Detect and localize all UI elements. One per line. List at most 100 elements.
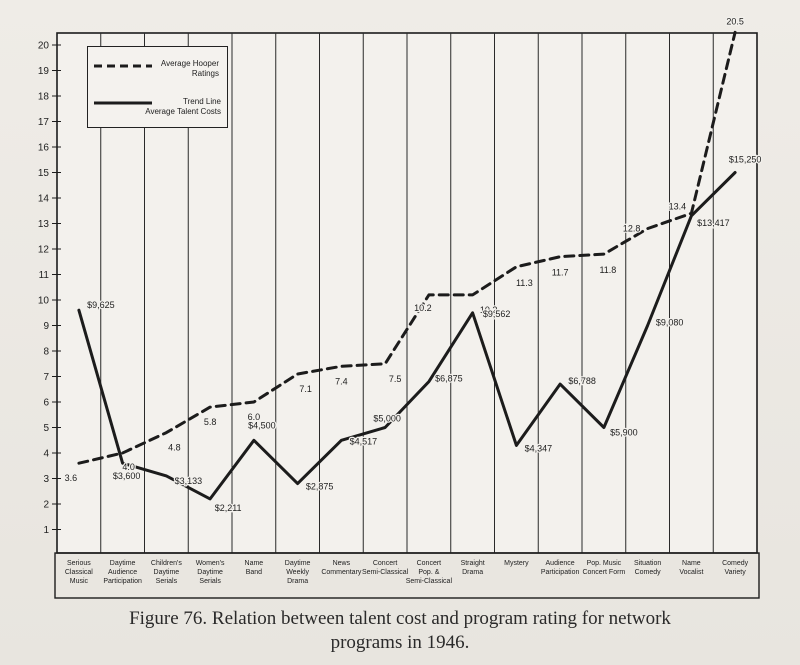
y-tick-label: 10 <box>38 296 50 307</box>
hooper-data-label: 10.2 <box>414 303 432 313</box>
y-tick-label: 20 <box>38 41 50 52</box>
category-label-line: Pop. & <box>418 569 439 576</box>
legend-hooper-label: Average Hooper Ratings <box>139 59 219 79</box>
talent-cost-line <box>77 171 737 501</box>
category-label-line: Concert <box>373 560 398 567</box>
category-strip <box>54 552 760 599</box>
category-label-line: Participation <box>103 578 142 585</box>
figure-caption-line1: Figure 76. Relation between talent cost … <box>129 608 671 629</box>
category-label-line: Weekly <box>286 569 309 576</box>
category-label-line: Variety <box>724 569 746 576</box>
talent-data-label: $15,250 <box>729 155 762 165</box>
category-label-line: Drama <box>287 578 308 585</box>
talent-data-label: $2,211 <box>215 503 242 513</box>
y-tick-label: 17 <box>38 117 50 128</box>
legend-solid-swatch <box>94 101 152 105</box>
talent-data-label: $9,080 <box>656 318 684 328</box>
y-tick-label: 12 <box>38 245 50 256</box>
category-label-line: Straight <box>461 560 485 567</box>
category-label-line: Name <box>245 560 264 567</box>
category-label-line: Serials <box>199 578 221 585</box>
category-label-line: Daytime <box>154 569 180 576</box>
talent-data-label: $9,625 <box>87 300 115 310</box>
talent-data-label: $6,875 <box>435 374 463 384</box>
category-label-line: Comedy <box>635 569 662 576</box>
hooper-data-label: 3.6 <box>65 473 78 483</box>
category-label-line: Serious <box>67 560 91 567</box>
y-tick-label: 3 <box>43 474 49 485</box>
talent-data-label: $9,562 <box>483 309 511 319</box>
y-tick-label: 1 <box>43 525 49 536</box>
y-tick-label: 16 <box>38 143 50 154</box>
talent-data-label: $3,133 <box>175 476 203 486</box>
category-label-line: Mystery <box>504 560 529 567</box>
y-tick-label: 5 <box>43 423 49 434</box>
y-tick-label: 13 <box>38 219 50 230</box>
talent-data-label: $4,500 <box>248 420 276 430</box>
category-label: Serious Classical Music <box>65 560 93 585</box>
hooper-data-label: 4.0 <box>122 462 135 472</box>
legend-talent-label: Trend Line Average Talent Costs <box>121 97 221 117</box>
category-label-line: Classical <box>65 569 93 576</box>
legend: Average Hooper Ratings Trend Line Averag… <box>87 46 228 128</box>
category-label-line: Participation <box>541 569 580 576</box>
talent-data-label: $4,517 <box>350 436 378 446</box>
series-lines <box>77 30 737 501</box>
category-label-line: Children's <box>151 560 182 567</box>
category-label-line: Vocalist <box>679 569 703 576</box>
category-label-line: Concert Form <box>582 569 625 576</box>
talent-data-label: $5,000 <box>373 414 401 424</box>
category-label-line: Situation <box>634 560 661 567</box>
x-axis: Serious Classical Music Daytime Audience Part… <box>65 560 749 585</box>
y-tick-label: 14 <box>38 194 50 205</box>
y-tick-label: 15 <box>38 168 50 179</box>
legend-talent-line1: Trend Line <box>183 97 221 106</box>
y-tick-label: 18 <box>38 92 50 103</box>
category-label-line: Audience <box>108 569 137 576</box>
category-label-line: Name <box>682 560 701 567</box>
category-label: Comedy Variety <box>722 560 749 576</box>
legend-talent-line2: Average Talent Costs <box>145 107 221 116</box>
legend-hooper-line2: Ratings <box>191 69 219 78</box>
hooper-ratings-line <box>77 30 737 465</box>
y-tick-label: 19 <box>38 66 50 77</box>
hooper-data-label: 4.8 <box>168 443 181 453</box>
category-label-line: Drama <box>462 569 483 576</box>
hooper-data-label: 10.2 <box>480 305 498 315</box>
hooper-data-label: 7.5 <box>389 374 402 384</box>
category-label: Straight Drama <box>461 560 485 576</box>
category-label-line: Commentary <box>321 569 362 576</box>
hooper-data-label: 11.8 <box>599 265 616 275</box>
category-label-line: Serials <box>156 578 178 585</box>
hooper-data-label: 7.4 <box>335 376 348 386</box>
category-label: Women's Daytime Serials <box>196 560 225 585</box>
talent-data-label: $4,347 <box>525 443 553 453</box>
category-label-line: Music <box>70 578 89 585</box>
talent-data-label: $3,600 <box>113 471 141 481</box>
figure-caption-line2: programs in 1946. <box>330 632 470 653</box>
y-tick-label: 6 <box>43 398 49 409</box>
legend-hooper-line1: Average Hooper <box>160 59 219 68</box>
y-tick-label: 9 <box>43 321 49 332</box>
category-label: Children's Daytime Serials <box>151 560 182 585</box>
category-label-line: Semi-Classical <box>406 578 453 585</box>
category-label-line: Women's <box>196 560 225 567</box>
y-tick-label: 8 <box>43 347 49 358</box>
category-label-line: Semi-Classical <box>362 569 409 576</box>
y-tick-label: 11 <box>39 270 50 281</box>
y-tick-label: 4 <box>43 449 49 460</box>
category-label-line: Daytime <box>197 569 223 576</box>
y-tick-label: 2 <box>43 500 49 511</box>
category-label-line: Pop. Music <box>587 560 622 567</box>
category-label: Pop. Music Concert Form <box>582 560 625 576</box>
category-label: Audience Participation <box>541 560 580 576</box>
hooper-data-label: 11.3 <box>516 278 533 288</box>
category-label-line: Audience <box>546 560 575 567</box>
talent-data-label: $5,900 <box>610 428 638 438</box>
y-tick-label: 7 <box>43 372 49 383</box>
category-label-line: Daytime <box>110 560 136 567</box>
category-label: Concert Semi-Classical <box>362 560 409 576</box>
